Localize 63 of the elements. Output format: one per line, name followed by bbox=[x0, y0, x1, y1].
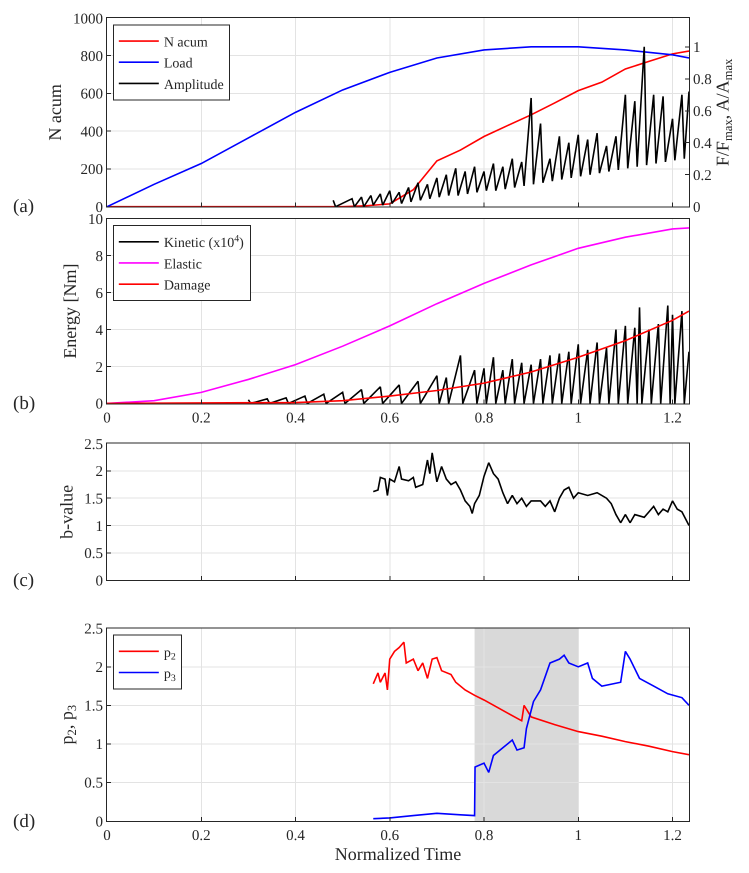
legend-label: Damage bbox=[164, 278, 210, 294]
legend-label: p$_{2}$ bbox=[164, 646, 176, 663]
legend-label: Amplitude bbox=[164, 78, 224, 93]
y2-tick-label: 0.2 bbox=[693, 168, 712, 184]
text: (b) bbox=[13, 393, 36, 414]
y2-tick-label: 1 bbox=[693, 40, 700, 56]
y-tick-label: 0 bbox=[96, 573, 103, 590]
x-tick-label: 0.2 bbox=[192, 828, 211, 844]
y2-tick-label: 0 bbox=[693, 200, 700, 216]
line-series bbox=[332, 46, 689, 207]
y-tick-label: 10 bbox=[88, 212, 103, 228]
y-tick-label: 0.5 bbox=[84, 776, 103, 792]
y-tick-label: 2 bbox=[96, 464, 103, 480]
y-tick-label: 0.5 bbox=[84, 546, 103, 562]
legend-label: Load bbox=[164, 56, 193, 72]
y-axis-title: b-value bbox=[56, 484, 76, 539]
y-tick-label: 2.5 bbox=[84, 622, 103, 638]
y2-tick-label: 0.8 bbox=[693, 72, 712, 88]
y-tick-label: 1 bbox=[96, 518, 103, 535]
y-axis-title: Energy [Nm] bbox=[60, 264, 80, 359]
x-tick-label: 1 bbox=[574, 828, 582, 844]
text: (c) bbox=[13, 570, 34, 591]
line-series bbox=[372, 650, 689, 820]
y-tick-label: 1 bbox=[96, 737, 103, 754]
x-tick-label: 0.6 bbox=[380, 828, 400, 844]
y-tick-label: 200 bbox=[80, 162, 103, 178]
x-tick-label: 0.6 bbox=[380, 410, 400, 426]
y-tick-label: 2 bbox=[96, 360, 103, 376]
y-tick-label: 800 bbox=[80, 48, 103, 65]
y-tick-label: 8 bbox=[96, 248, 103, 265]
text: (a) bbox=[13, 196, 34, 217]
x-tick-label: 1 bbox=[574, 410, 582, 426]
y-tick-label: 1.5 bbox=[84, 491, 103, 508]
y-tick-label: 1.5 bbox=[84, 698, 103, 715]
text: (d) bbox=[13, 811, 36, 832]
y-tick-label: 400 bbox=[80, 124, 103, 140]
line-series bbox=[248, 304, 689, 404]
x-axis-title: Normalized Time bbox=[334, 844, 462, 864]
y-tick-label: 0 bbox=[96, 814, 103, 830]
y-tick-label: 2 bbox=[96, 660, 103, 676]
x-tick-label: 0.8 bbox=[474, 828, 494, 844]
legend-label: p$_{3}$ bbox=[164, 666, 176, 684]
y-axis-title: N acum bbox=[45, 84, 66, 141]
x-tick-label: 0.2 bbox=[192, 410, 211, 426]
line-series bbox=[372, 641, 689, 756]
y-tick-label: 6 bbox=[96, 286, 104, 302]
y-tick-label: 2.5 bbox=[84, 436, 103, 453]
y2-tick-label: 0.4 bbox=[693, 136, 712, 152]
legend-label: N acum bbox=[164, 35, 208, 50]
y-tick-label: 0 bbox=[96, 396, 103, 413]
x-tick-label: 1.2 bbox=[663, 828, 682, 844]
legend-label: Kinetic (x10$^{4}$) bbox=[164, 233, 244, 252]
line-series bbox=[372, 452, 689, 526]
x-tick-label: 0.4 bbox=[286, 828, 306, 844]
x-tick-label: 0.4 bbox=[286, 410, 306, 426]
y-tick-label: 4 bbox=[96, 322, 104, 339]
y2-tick-label: 0.6 bbox=[693, 104, 712, 120]
x-tick-label: 1.2 bbox=[663, 410, 682, 426]
y-tick-label: 1000 bbox=[73, 11, 103, 28]
line-series bbox=[107, 310, 689, 404]
y-tick-label: 600 bbox=[80, 86, 103, 103]
x-tick-label: 0.8 bbox=[474, 410, 494, 426]
legend-label: Elastic bbox=[164, 257, 202, 272]
